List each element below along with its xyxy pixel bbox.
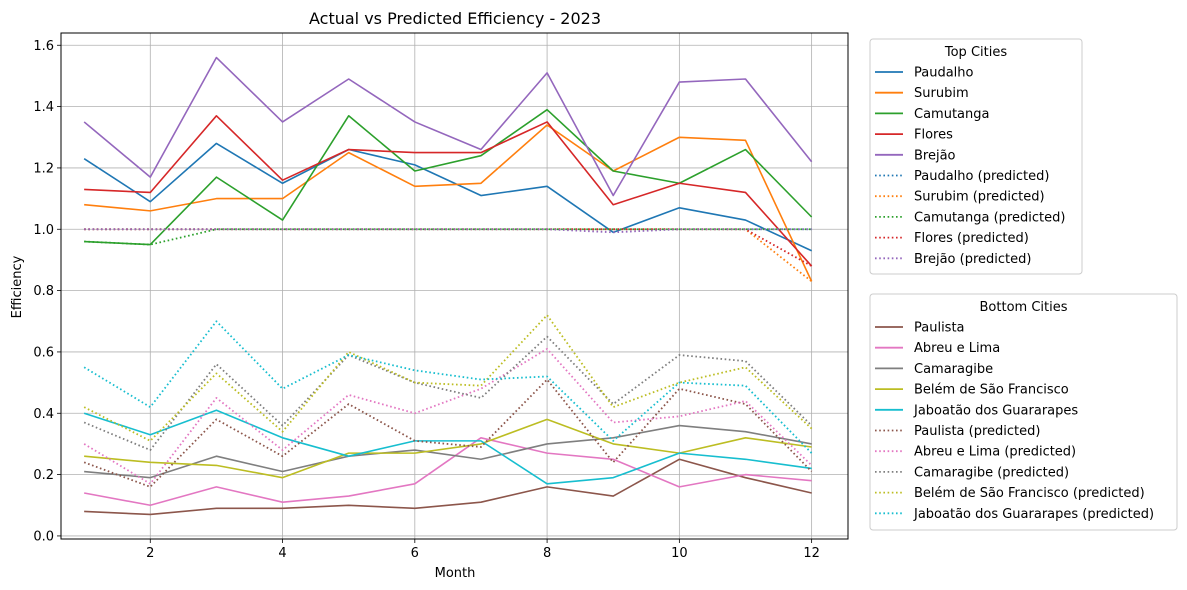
y-tick-label: 1.2 [33, 161, 54, 176]
legend-entry-label: Paulista [914, 321, 965, 336]
legend-entry-label: Camaragibe (predicted) [914, 465, 1069, 480]
legend-entry-label: Flores [914, 128, 953, 143]
y-tick-label: 0.2 [33, 468, 54, 483]
grid [61, 33, 848, 539]
x-tick-label: 6 [411, 546, 419, 561]
series-line-1 [84, 124, 813, 282]
y-tick-label: 0.6 [33, 345, 54, 360]
x-tick-label: 4 [278, 546, 286, 561]
x-tick-label: 8 [543, 546, 551, 561]
x-tick-label: 10 [671, 546, 688, 561]
series-line-14 [83, 409, 812, 485]
series-line-15 [83, 378, 813, 488]
series-line-4 [83, 56, 813, 197]
series-line-13 [84, 418, 812, 479]
y-axis-label: Efficiency [10, 255, 25, 318]
series-line-11 [84, 436, 812, 507]
series-line-10 [84, 458, 812, 516]
legend-entry-label: Jaboatão dos Guararapes [913, 403, 1078, 418]
legend-entry-label: Camutanga (predicted) [914, 210, 1065, 225]
y-tick-label: 1.6 [33, 39, 54, 54]
series-layer [83, 56, 813, 516]
series-line-2 [84, 108, 813, 246]
axes: 2 4 6 8 10 12 0.0 0.2 0.4 0.6 0.8 1.0 1.2 1.4 1.6 [33, 39, 820, 561]
plot-area [60, 32, 849, 540]
y-tick-label: 1.4 [33, 100, 54, 115]
series-line-0 [83, 142, 812, 252]
y-tick-label: 0.0 [33, 529, 54, 544]
legend-0: Top Cities Paudalho Surubim Camutanga Flores… [869, 38, 1083, 275]
series-line-6 [84, 228, 813, 283]
legend-entry-label: Surubim [914, 86, 969, 101]
legend-entry-label: Belém de São Francisco (predicted) [914, 486, 1145, 501]
x-axis-label: Month [435, 566, 476, 581]
x-tick-label: 12 [803, 546, 820, 561]
legend-entry-label: Brejão (predicted) [914, 252, 1031, 267]
legend-entry-label: Paulista (predicted) [914, 424, 1040, 439]
legend-entry-label: Belém de São Francisco [914, 383, 1069, 398]
legend-entry-label: Abreu e Lima [914, 341, 1000, 356]
x-tick-label: 2 [146, 546, 154, 561]
legend-entry-label: Jaboatão dos Guararapes (predicted) [913, 507, 1154, 522]
legend-entry-label: Brejão [914, 148, 956, 163]
legend-entry-label: Camutanga [914, 107, 989, 122]
legend-entry-label: Paudalho [914, 66, 974, 81]
legend-frame [869, 293, 1178, 531]
y-tick-label: 0.8 [33, 284, 54, 299]
legend-title: Top Cities [944, 45, 1007, 60]
legend-frame [869, 38, 1083, 275]
y-tick-label: 0.4 [33, 407, 54, 422]
legends: Top Cities Paudalho Surubim Camutanga Flores… [869, 38, 1178, 531]
chart-title: Actual vs Predicted Efficiency - 2023 [309, 9, 601, 28]
series-line-9 [84, 228, 812, 234]
legend-entry-label: Flores (predicted) [914, 231, 1029, 246]
series-line-16 [83, 347, 813, 485]
series-line-3 [84, 115, 813, 267]
series-line-19 [83, 320, 813, 454]
series-line-18 [83, 314, 813, 442]
legend-entry-label: Camaragibe [914, 362, 993, 377]
y-tick-label: 1.0 [33, 223, 54, 238]
series-line-12 [84, 424, 812, 479]
legend-title: Bottom Cities [980, 300, 1068, 315]
legend-entry-label: Paudalho (predicted) [914, 169, 1049, 184]
legend-1: Bottom Cities Paulista Abreu e Lima Camarag… [869, 293, 1178, 531]
series-line-7 [84, 228, 812, 246]
legend-entry-label: Abreu e Lima (predicted) [914, 445, 1076, 460]
legend-entry-label: Surubim (predicted) [914, 190, 1045, 205]
